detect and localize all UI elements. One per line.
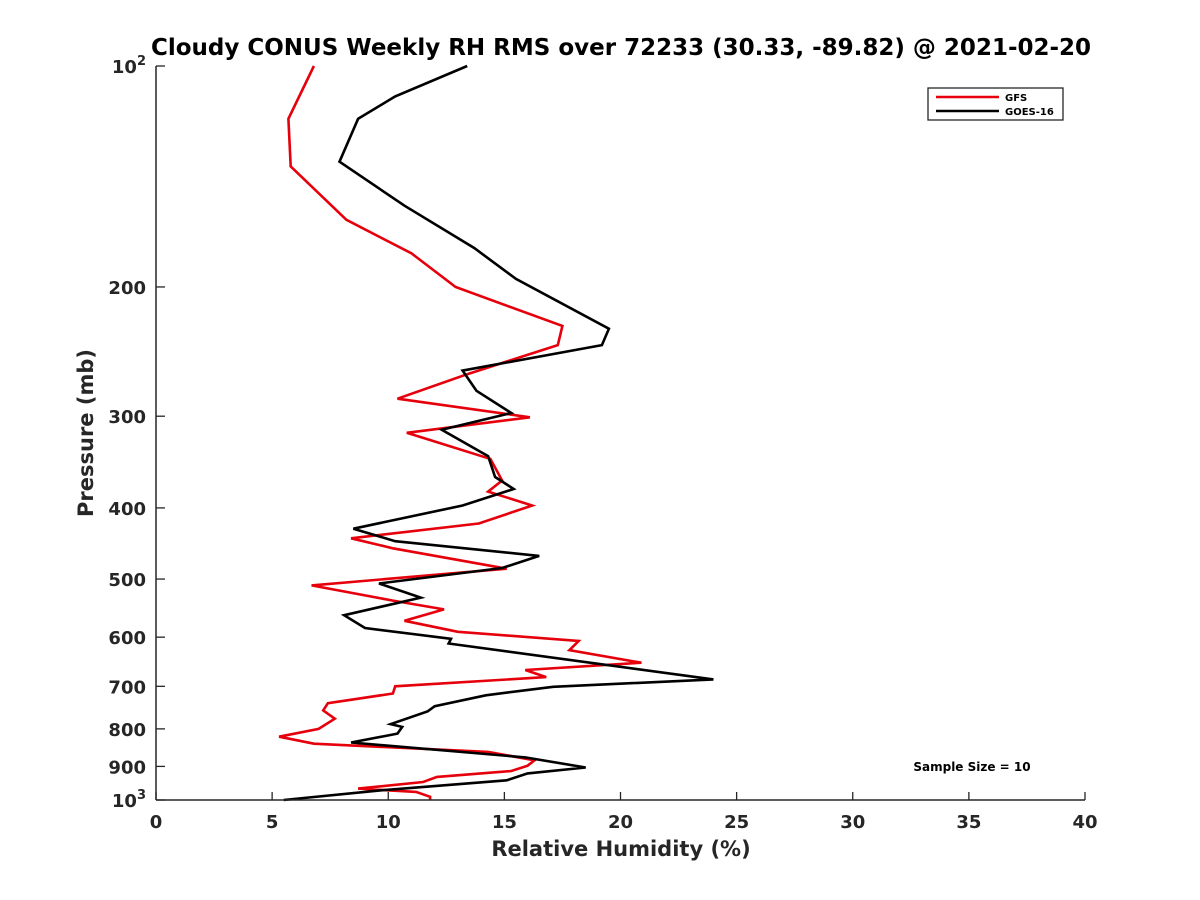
- x-tick-label: 30: [840, 812, 865, 833]
- x-tick-label: 40: [1072, 812, 1097, 833]
- legend-label-goes16: GOES-16: [1005, 107, 1054, 118]
- x-tick-label: 0: [150, 812, 163, 833]
- x-tick-label: 35: [956, 812, 981, 833]
- x-tick-label: 5: [266, 812, 279, 833]
- y-axis-label: Pressure (mb): [74, 349, 98, 517]
- x-tick-label: 10: [376, 812, 401, 833]
- y-tick-label: 300: [108, 407, 146, 428]
- y-tick-label: 102: [112, 54, 146, 78]
- y-tick-label: 103: [112, 788, 146, 812]
- legend: GFS GOES-16: [927, 87, 1064, 121]
- x-tick-label: 25: [724, 812, 749, 833]
- y-ticks: 102 200 300 400 500 600 700 800 900 103: [108, 54, 165, 812]
- legend-label-gfs: GFS: [1005, 93, 1027, 104]
- x-tick-label: 20: [608, 812, 633, 833]
- plot-area: 0 5 10 15 20 25 30 35 40 102 200 300 400 500 600 700 80…: [108, 54, 1097, 833]
- series-line-goes16: [283, 64, 714, 802]
- y-tick-label: 200: [108, 278, 146, 299]
- y-tick-label: 600: [108, 628, 146, 649]
- chart-title: Cloudy CONUS Weekly RH RMS over 72233 (3…: [151, 35, 1091, 61]
- y-tick-label: 900: [108, 757, 146, 778]
- series-line-gfs: [278, 65, 642, 800]
- x-axis-label: Relative Humidity (%): [491, 837, 750, 861]
- x-ticks: 0 5 10 15 20 25 30 35 40: [150, 792, 1098, 833]
- legend-box: [927, 87, 1064, 121]
- y-tick-label: 500: [108, 570, 146, 591]
- y-tick-label: 400: [108, 499, 146, 520]
- sample-size-annotation: Sample Size = 10: [913, 760, 1030, 774]
- y-tick-label: 700: [108, 677, 146, 698]
- series-layer: [278, 64, 714, 802]
- y-tick-label: 800: [108, 720, 146, 741]
- x-tick-label: 15: [492, 812, 517, 833]
